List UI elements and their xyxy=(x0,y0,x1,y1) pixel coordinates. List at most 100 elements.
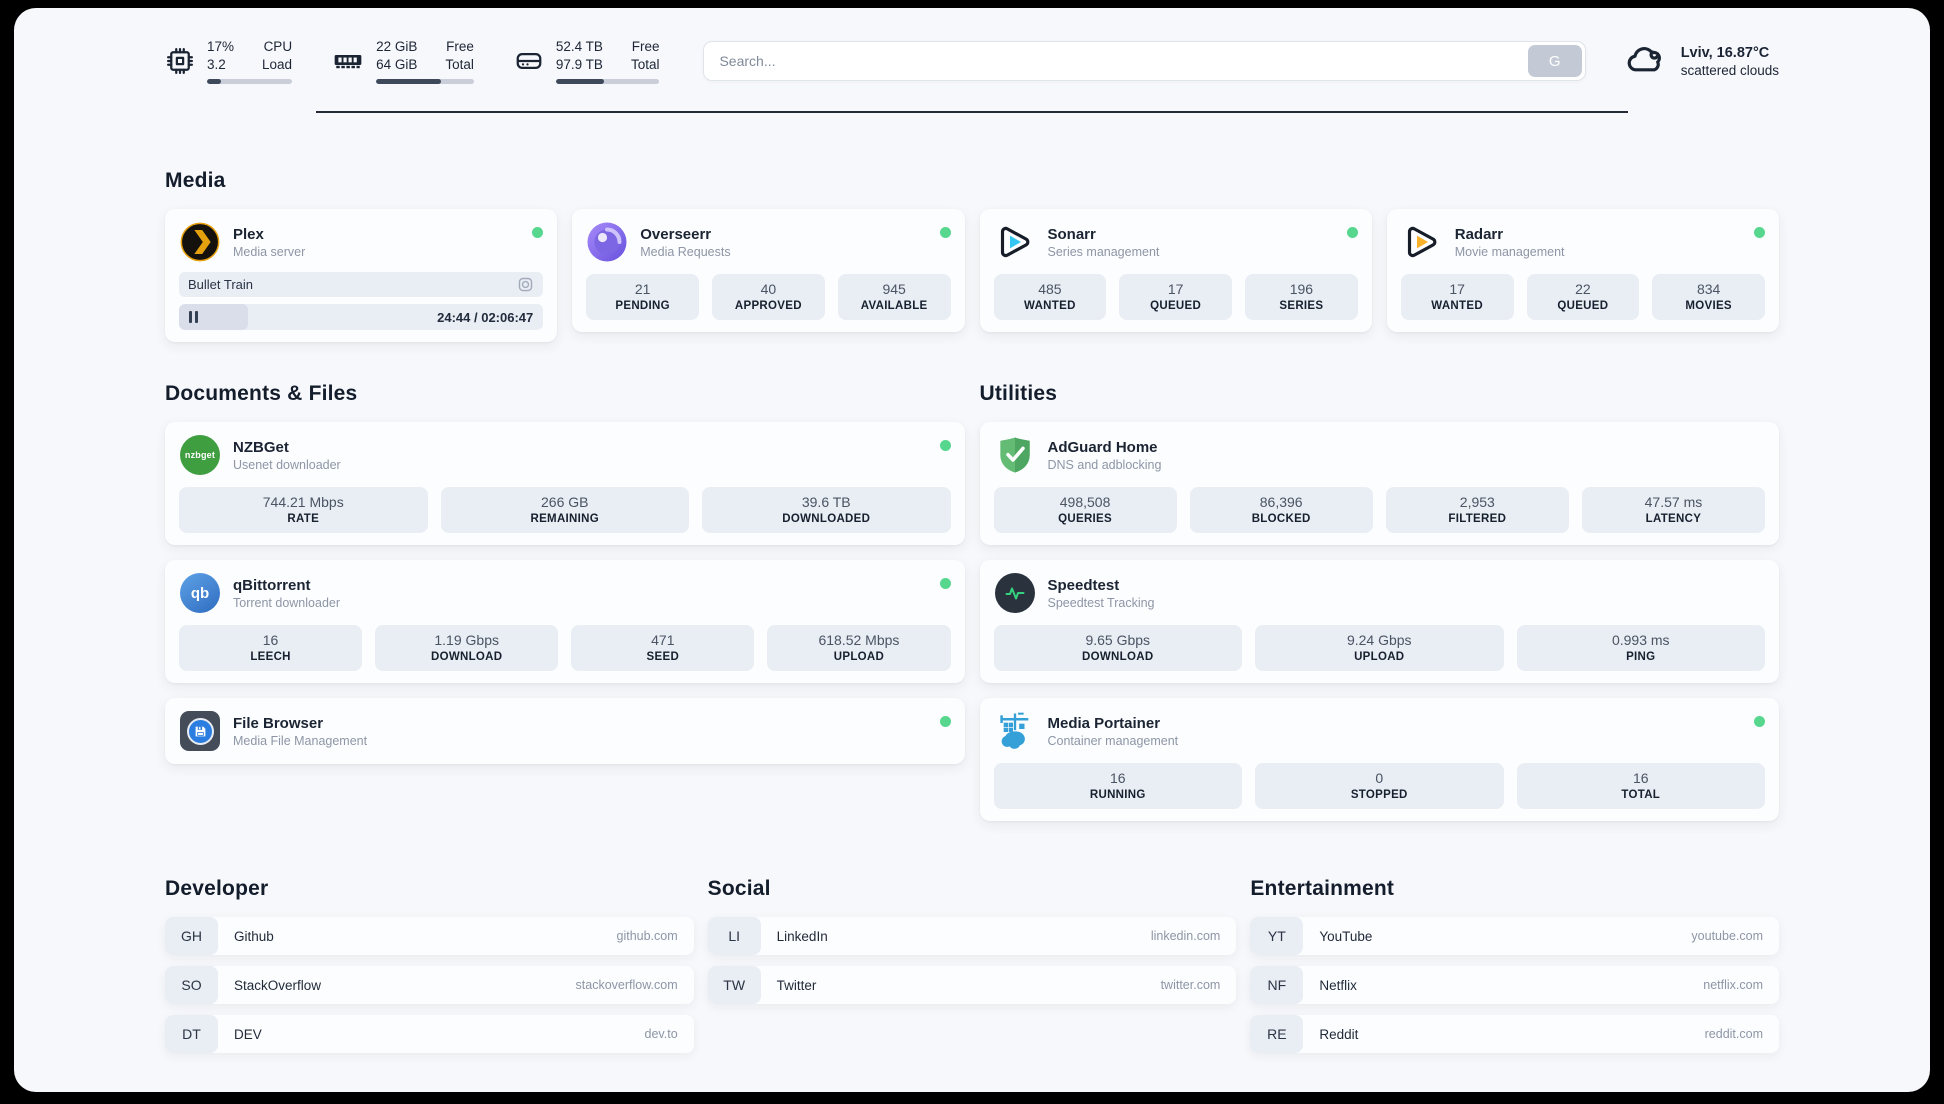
stat-label: FILTERED xyxy=(1448,513,1507,526)
ram-icon xyxy=(332,45,364,77)
bookmark-abbr-badge: DT xyxy=(165,1015,218,1054)
stat-queued: 22 QUEUED xyxy=(1526,274,1640,321)
stat-value: 9.24 Gbps xyxy=(1346,632,1412,649)
app-card-overseerr[interactable]: Overseerr Media Requests 21 PENDING 40 APPROV… xyxy=(572,209,965,333)
stat-queries: 498,508 QUERIES xyxy=(993,487,1177,534)
stat-latency: 47.57 ms LATENCY xyxy=(1581,487,1765,534)
status-online-dot xyxy=(1346,227,1358,239)
bookmark-name: Twitter xyxy=(776,977,817,993)
stat-value: 9.65 Gbps xyxy=(1085,632,1151,649)
status-online-dot xyxy=(939,716,951,728)
metric-label: Free xyxy=(446,39,474,54)
app-card-file-browser[interactable]: File Browser Media File Management xyxy=(165,698,965,765)
app-card-plex[interactable]: Plex Media server Bullet Train 24:44 / 02:0… xyxy=(165,209,558,343)
stat-value: 16 xyxy=(1632,770,1649,787)
app-description: Usenet downloader xyxy=(233,457,341,472)
app-card-adguard-home[interactable]: AdGuard Home DNS and adblocking 498,508 QUE… xyxy=(979,422,1779,546)
stat-value: 22 xyxy=(1575,281,1591,298)
documents-cards-stack: nzbget NZBGet Usenet downloader 744.21 Mbps… xyxy=(165,422,965,765)
section-title-entertainment: Entertainment xyxy=(1250,877,1395,901)
bookmark-reddit[interactable]: RE Reddit reddit.com xyxy=(1250,1015,1779,1054)
status-online-dot xyxy=(1754,227,1765,239)
app-card-nzbget[interactable]: nzbget NZBGet Usenet downloader 744.21 Mbps… xyxy=(165,422,965,546)
app-card-media-portainer[interactable]: Media Portainer Container management 16 RUN… xyxy=(979,698,1779,822)
status-online-dot xyxy=(939,440,951,452)
stat-value: 16 xyxy=(262,632,279,649)
top-bar: 17% 3.2 CPU Load 22 GiB 64 GiB Free Total 52.4 T… xyxy=(165,38,1779,85)
app-card-sonarr[interactable]: Sonarr Series management 485 WANTED 17 QUEUED… xyxy=(979,209,1372,333)
bookmark-linkedin[interactable]: LI LinkedIn linkedin.com xyxy=(707,917,1237,956)
stat-label: WANTED xyxy=(1431,300,1483,313)
playback-time: 24:44 / 02:06:47 xyxy=(437,309,534,325)
stat-label: RATE xyxy=(287,513,320,526)
stats-row: 498,508 QUERIES 86,396 BLOCKED 2,953 FILTERED… xyxy=(993,487,1765,534)
stat-upload: 9.24 Gbps UPLOAD xyxy=(1255,625,1504,672)
stat-value: 471 xyxy=(651,632,675,649)
metric-progress-bar xyxy=(555,79,660,85)
bookmark-github[interactable]: GH Github github.com xyxy=(165,917,694,956)
metric-value: 3.2 xyxy=(207,57,226,73)
stat-value: 266 GB xyxy=(541,494,589,511)
section-title-utilities: Utilities xyxy=(979,382,1058,406)
app-card-qbittorrent[interactable]: qb qBittorrent Torrent downloader 16 LEECH 1.… xyxy=(165,560,965,684)
bookmark-url: youtube.com xyxy=(1691,929,1763,944)
bookmark-name: Reddit xyxy=(1319,1026,1359,1042)
app-card-radarr[interactable]: Radarr Movie management 17 WANTED 22 QUEUED 83… xyxy=(1386,209,1779,333)
stat-label: TOTAL xyxy=(1621,789,1661,802)
portainer-icon xyxy=(994,710,1036,752)
bookmark-dev[interactable]: DT DEV dev.to xyxy=(165,1015,694,1054)
stat-value: 744.21 Mbps xyxy=(262,494,344,511)
app-name: Plex xyxy=(233,225,264,243)
search-bar: G xyxy=(703,41,1586,82)
bookmark-group-developer: Developer GH Github github.com SO StackOverfl… xyxy=(165,877,694,1064)
bookmark-url: stackoverflow.com xyxy=(575,978,678,993)
stat-value: 21 xyxy=(634,281,651,298)
app-name: AdGuard Home xyxy=(1047,438,1158,456)
stats-row: 16 LEECH 1.19 Gbps DOWNLOAD 471 SEED 618.52 Mb… xyxy=(179,625,951,672)
metric-value: 64 GiB xyxy=(376,57,418,73)
stat-label: UPLOAD xyxy=(833,651,885,664)
stat-blocked: 86,396 BLOCKED xyxy=(1189,487,1373,534)
search-input[interactable] xyxy=(703,41,1586,82)
stat-downloaded: 39.6 TB DOWNLOADED xyxy=(702,487,951,534)
metric-value: 97.9 TB xyxy=(555,57,603,73)
stat-value: 0.993 ms xyxy=(1611,632,1670,649)
bookmark-abbr-badge: LI xyxy=(707,917,761,956)
section-title-social: Social xyxy=(707,877,771,901)
bookmark-name: YouTube xyxy=(1319,928,1373,944)
app-card-speedtest[interactable]: Speedtest Speedtest Tracking 9.65 Gbps DOWN… xyxy=(979,560,1779,684)
metric-progress-bar xyxy=(207,79,293,85)
metric-progress-fill xyxy=(555,79,604,85)
filebrowser-icon xyxy=(179,710,221,752)
app-name: Speedtest xyxy=(1047,576,1120,594)
stat-value: 485 xyxy=(1038,281,1062,298)
screenshot-icon[interactable] xyxy=(517,276,534,293)
bookmark-name: StackOverflow xyxy=(234,977,322,993)
bookmark-url: dev.to xyxy=(644,1027,678,1042)
metric-value: 22 GiB xyxy=(376,39,418,54)
pause-button[interactable] xyxy=(189,311,199,324)
bookmark-netflix[interactable]: NF Netflix netflix.com xyxy=(1250,966,1779,1005)
stat-label: QUERIES xyxy=(1058,513,1112,526)
stat-label: BLOCKED xyxy=(1251,513,1311,526)
stat-label: PING xyxy=(1626,651,1656,664)
bookmark-url: netflix.com xyxy=(1703,978,1763,993)
google-search-button[interactable]: G xyxy=(1527,45,1582,78)
bookmark-group-entertainment: Entertainment YT YouTube youtube.com NF Netfl… xyxy=(1250,877,1779,1064)
bookmark-abbr-badge: TW xyxy=(707,966,761,1005)
radarr-icon xyxy=(1401,221,1443,263)
bookmark-twitter[interactable]: TW Twitter twitter.com xyxy=(707,966,1237,1005)
bookmark-abbr-badge: GH xyxy=(165,917,218,956)
playback-progress-bar[interactable]: 24:44 / 02:06:47 xyxy=(179,304,544,331)
stat-value: 16 xyxy=(1109,770,1126,787)
app-description: Series management xyxy=(1047,244,1160,259)
bookmark-stackoverflow[interactable]: SO StackOverflow stackoverflow.com xyxy=(165,966,694,1005)
stat-value: 618.52 Mbps xyxy=(818,632,900,649)
stat-label: APPROVED xyxy=(734,300,802,313)
stat-value: 834 xyxy=(1696,281,1721,298)
bookmark-youtube[interactable]: YT YouTube youtube.com xyxy=(1250,917,1779,956)
bookmark-abbr-badge: NF xyxy=(1250,966,1304,1005)
weather-location: Lviv, 16.87°C xyxy=(1680,44,1770,61)
app-description: Media File Management xyxy=(233,733,368,748)
now-playing-row: Bullet Train xyxy=(179,272,544,298)
